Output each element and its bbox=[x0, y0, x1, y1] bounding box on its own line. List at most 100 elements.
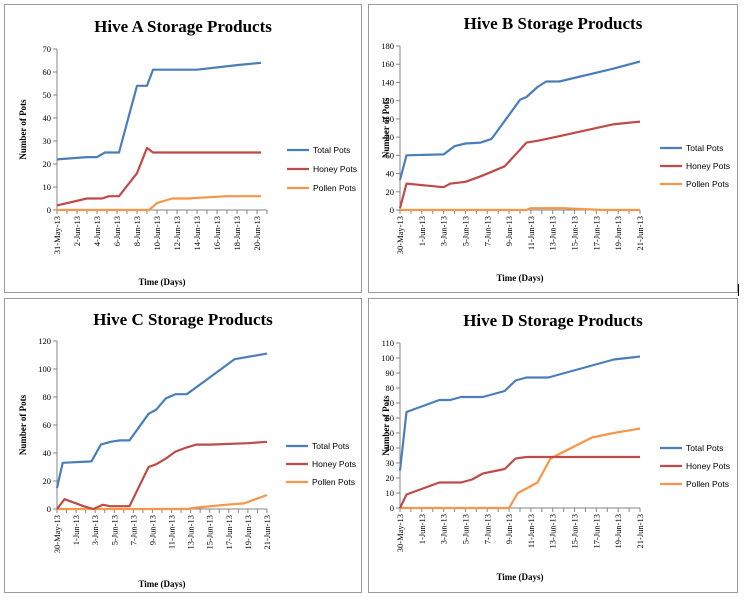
y-tick-label: 60 bbox=[386, 413, 395, 423]
y-tick-label: 180 bbox=[381, 41, 394, 51]
x-tick-label: 19-Jun-13 bbox=[613, 216, 623, 250]
chart-svg: Hive D Storage Products 0 10 20 30 40 50 60 70 80… bbox=[381, 311, 730, 582]
y-tick-label: 0 bbox=[47, 205, 51, 215]
x-tick-label: 11-Jun-13 bbox=[167, 515, 177, 549]
y-tick-label: 60 bbox=[43, 67, 52, 77]
chart-title: Hive A Storage Products bbox=[94, 17, 272, 36]
y-tick-label: 160 bbox=[381, 59, 394, 69]
legend-label-honey: Honey Pots bbox=[686, 161, 730, 171]
x-tick-label: 17-Jun-13 bbox=[224, 515, 234, 549]
x-tick-label: 13-Jun-13 bbox=[548, 514, 558, 548]
x-tick-label: 21-Jun-13 bbox=[262, 515, 272, 549]
y-tick-label: 40 bbox=[43, 448, 52, 458]
y-tick-label: 80 bbox=[43, 392, 52, 402]
x-tick-label: 17-Jun-13 bbox=[591, 514, 601, 548]
x-tick-label: 30-May-13 bbox=[395, 514, 405, 552]
x-tick-label: 9-Jun-13 bbox=[147, 515, 157, 545]
x-tick-label: 30-May-13 bbox=[52, 515, 62, 553]
x-tick-label: 4-Jun-13 bbox=[92, 216, 102, 246]
y-tick-label: 100 bbox=[38, 364, 51, 374]
x-tick-label: 1-Jun-13 bbox=[71, 515, 81, 545]
y-tick-label: 40 bbox=[386, 169, 395, 179]
chart-title: Hive C Storage Products bbox=[93, 310, 273, 329]
series-line-total bbox=[398, 355, 641, 471]
y-tick-label: 110 bbox=[382, 338, 394, 348]
x-tick-label: 13-Jun-13 bbox=[548, 216, 558, 250]
x-tick-label: 9-Jun-13 bbox=[504, 216, 514, 246]
y-tick-label: 10 bbox=[386, 488, 395, 498]
x-tick-label: 6-Jun-13 bbox=[112, 216, 122, 246]
y-tick-label: 80 bbox=[386, 132, 395, 142]
x-axis-label: Time (Days) bbox=[496, 273, 543, 283]
chart-title: Hive D Storage Products bbox=[463, 311, 643, 330]
y-tick-label: 100 bbox=[381, 114, 394, 124]
y-tick-label: 50 bbox=[43, 90, 52, 100]
y-tick-label: 120 bbox=[381, 96, 394, 106]
chart-title: Hive B Storage Products bbox=[464, 14, 643, 33]
x-tick-label: 13-Jun-13 bbox=[186, 515, 196, 549]
series-line-honey bbox=[56, 146, 261, 207]
x-tick-label: 15-Jun-13 bbox=[570, 514, 580, 548]
series-line-pollen bbox=[400, 427, 641, 510]
x-tick-label: 11-Jun-13 bbox=[526, 216, 536, 250]
x-axis-label: Time (Days) bbox=[138, 277, 185, 287]
series-line-honey bbox=[399, 455, 640, 509]
y-tick-label: 20 bbox=[43, 159, 52, 169]
chart-panel-hive-d: Hive D Storage Products 0 10 20 30 40 50 60 70 80… bbox=[368, 298, 738, 593]
x-tick-label: 18-Jun-13 bbox=[232, 216, 242, 250]
y-tick-label: 80 bbox=[386, 383, 395, 393]
x-tick-label: 9-Jun-13 bbox=[504, 514, 514, 544]
x-tick-label: 10-Jun-13 bbox=[152, 216, 162, 250]
y-tick-label: 40 bbox=[43, 113, 52, 123]
x-tick-label: 1-Jun-13 bbox=[417, 514, 427, 544]
y-tick-label: 60 bbox=[386, 150, 395, 160]
chart-svg: Hive A Storage Products 0 10 20 30 40 50 60 70 31… bbox=[18, 17, 357, 287]
chart-panel-hive-a: Hive A Storage Products 0 10 20 30 40 50 60 70 31… bbox=[4, 4, 362, 293]
y-tick-label: 20 bbox=[43, 476, 52, 486]
x-tick-label: 5-Jun-13 bbox=[460, 514, 470, 544]
x-tick-label: 1-Jun-13 bbox=[417, 216, 427, 246]
x-tick-label: 21-Jun-13 bbox=[635, 216, 645, 250]
chart-panel-hive-c: Hive C Storage Products 0 20 40 60 80 100 120 30… bbox=[4, 298, 362, 593]
legend-label-pollen: Pollen Pots bbox=[686, 479, 729, 489]
legend-label-total: Total Pots bbox=[313, 145, 350, 155]
legend-label-honey: Honey Pots bbox=[312, 459, 356, 469]
x-tick-label: 5-Jun-13 bbox=[460, 216, 470, 246]
chart-svg: Hive B Storage Products 0 20 40 60 80 100 120 14… bbox=[381, 14, 730, 283]
y-axis-label: Number of Pots bbox=[18, 99, 28, 160]
y-tick-label: 100 bbox=[381, 353, 394, 363]
x-tick-label: 11-Jun-13 bbox=[526, 514, 536, 548]
y-tick-label: 90 bbox=[386, 368, 395, 378]
x-tick-label: 20-Jun-13 bbox=[252, 216, 262, 250]
legend-label-honey: Honey Pots bbox=[313, 164, 357, 174]
y-tick-label: 20 bbox=[386, 187, 395, 197]
series-line-honey bbox=[56, 440, 268, 511]
series-line-total bbox=[56, 61, 262, 161]
y-tick-label: 40 bbox=[386, 443, 395, 453]
x-tick-label: 8-Jun-13 bbox=[132, 216, 142, 246]
legend-label-honey: Honey Pots bbox=[686, 461, 730, 471]
x-tick-label: 3-Jun-13 bbox=[439, 514, 449, 544]
x-tick-label: 3-Jun-13 bbox=[90, 515, 100, 545]
y-axis-label: Number of Pots bbox=[381, 97, 391, 158]
y-tick-label: 0 bbox=[390, 503, 394, 513]
y-tick-label: 60 bbox=[43, 420, 52, 430]
x-tick-label: 5-Jun-13 bbox=[109, 515, 119, 545]
y-tick-label: 50 bbox=[386, 428, 395, 438]
y-tick-label: 30 bbox=[386, 458, 395, 468]
y-tick-label: 140 bbox=[381, 77, 394, 87]
x-tick-label: 14-Jun-13 bbox=[192, 216, 202, 250]
x-tick-label: 19-Jun-13 bbox=[613, 514, 623, 548]
x-tick-label: 7-Jun-13 bbox=[482, 216, 492, 246]
chart-svg: Hive C Storage Products 0 20 40 60 80 100 120 30… bbox=[18, 310, 356, 589]
legend-label-pollen: Pollen Pots bbox=[312, 477, 355, 487]
series-line-total bbox=[55, 352, 268, 489]
x-tick-label: 7-Jun-13 bbox=[482, 514, 492, 544]
y-tick-label: 10 bbox=[43, 182, 52, 192]
x-tick-label: 19-Jun-13 bbox=[243, 515, 253, 549]
y-tick-label: 70 bbox=[386, 398, 395, 408]
x-tick-label: 17-Jun-13 bbox=[591, 216, 601, 250]
series-line-pollen bbox=[57, 493, 268, 511]
x-axis-label: Time (Days) bbox=[138, 579, 185, 589]
legend-label-pollen: Pollen Pots bbox=[313, 183, 356, 193]
